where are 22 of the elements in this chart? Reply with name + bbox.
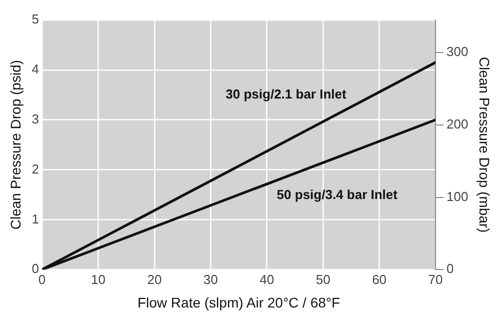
x-tick-label: 10	[91, 272, 106, 287]
x-tick-label: 30	[203, 272, 218, 287]
x-tick-label: 70	[428, 272, 443, 287]
x-tick-label: 60	[372, 272, 387, 287]
series-label: 30 psig/2.1 bar Inlet	[226, 86, 347, 102]
x-axis-title: Flow Rate (slpm) Air 20°C / 68°F	[137, 294, 340, 310]
y-tick-label: 1	[32, 211, 40, 226]
y2-tick-label: 0	[446, 261, 454, 276]
series-label: 50 psig/3.4 bar Inlet	[276, 186, 398, 202]
y-tick-label: 0	[32, 261, 40, 276]
y-tick-label: 4	[32, 62, 40, 76]
y2-axis-title: Clean Pressure Drop (mbar)	[476, 56, 493, 233]
x-tick-label: 40	[260, 272, 274, 287]
y-axis-title: Clean Pressure Drop (psid)	[7, 60, 24, 230]
y2-tick-label: 300	[446, 44, 468, 60]
y-tick-label: 2	[32, 161, 40, 176]
x-tick-label: 50	[316, 272, 330, 287]
y2-tick-label: 200	[446, 116, 468, 132]
y-tick-label: 3	[32, 111, 40, 126]
y2-tick-label: 100	[446, 188, 468, 204]
y-tick-label: 5	[32, 12, 40, 27]
x-tick-label: 20	[147, 272, 162, 287]
